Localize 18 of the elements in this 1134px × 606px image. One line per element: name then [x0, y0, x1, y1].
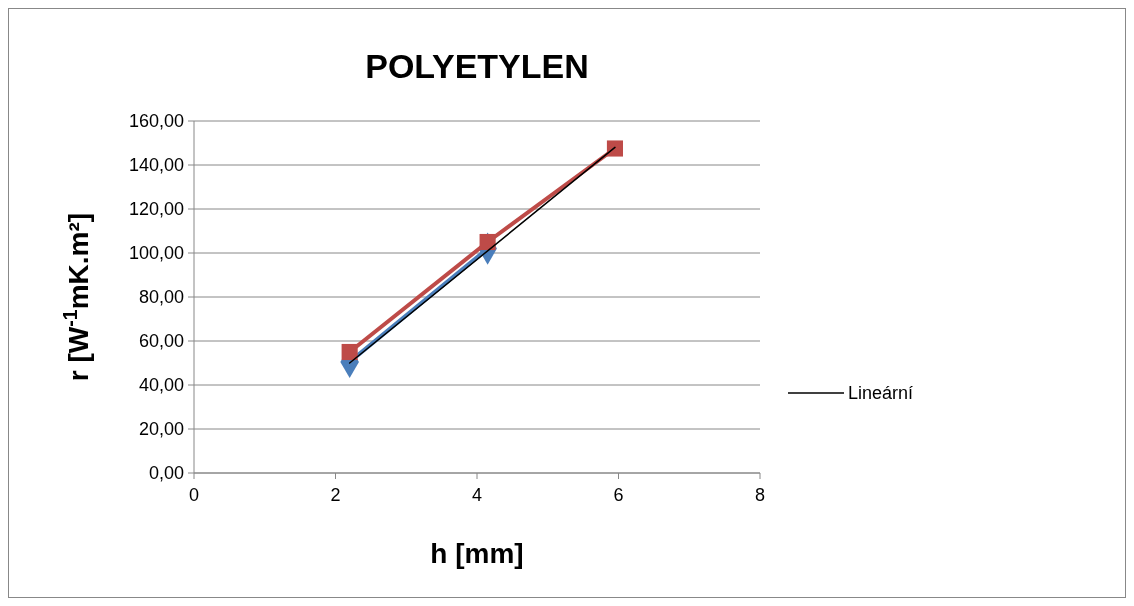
x-tick-label: 4: [471, 485, 483, 505]
y-tick-label: 120,00: [128, 199, 184, 220]
y-tick-label: 60,00: [138, 331, 184, 352]
y-tick-label: 80,00: [138, 287, 184, 308]
chart-title: POLYETYLEN: [365, 47, 589, 85]
y-tick-label: 160,00: [128, 111, 184, 132]
x-tick-label: 0: [188, 485, 200, 505]
x-axis-title: h [mm]: [430, 538, 524, 569]
y-tick-label: 20,00: [138, 419, 184, 440]
y-tick-label: 0,00: [148, 463, 184, 484]
y-tick-label: 100,00: [128, 243, 184, 264]
y-tick-label: 40,00: [138, 375, 184, 396]
point: [606, 140, 624, 157]
y-tick-label: 140,00: [128, 155, 184, 176]
x-tick-label: 8: [754, 485, 766, 505]
legend-label: Lineární: [848, 383, 914, 404]
x-tick-label: 2: [330, 485, 341, 505]
x-tick-label: 6: [613, 485, 624, 505]
